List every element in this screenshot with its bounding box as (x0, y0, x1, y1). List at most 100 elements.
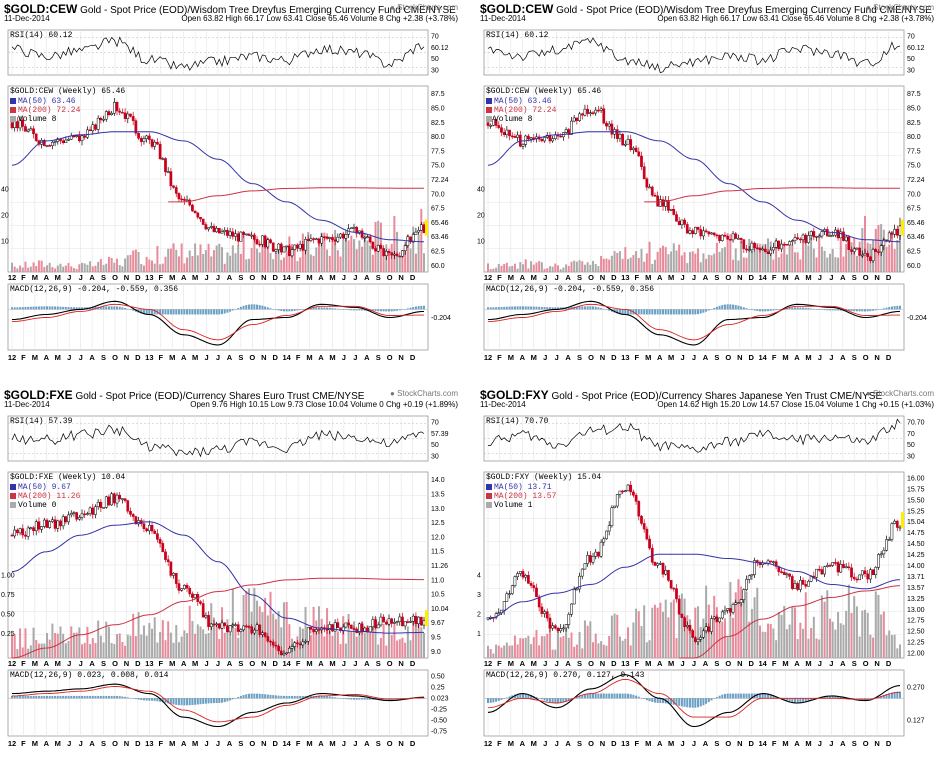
price-tick-label: 72.24 (431, 177, 449, 184)
candle-body (761, 248, 765, 251)
price-tick-label: 15.75 (907, 486, 925, 493)
candle-body (150, 525, 154, 532)
candle-body (551, 138, 554, 142)
candle-body (53, 519, 57, 529)
x-tick-label: J (680, 273, 684, 282)
candle-body (513, 135, 517, 138)
macd-legend: MACD(12,26,9) 0.270, 0.127, 0.143 (486, 671, 645, 680)
macd-histogram-bar (783, 698, 786, 701)
volume-bar (608, 259, 611, 272)
x-tick-label: D (749, 659, 755, 668)
macd-histogram-bar (229, 309, 232, 312)
x-tick-label: M (782, 659, 788, 668)
macd-histogram-bar (159, 309, 162, 315)
price-tick-label: 13.71 (907, 574, 925, 581)
candle-body (88, 129, 92, 132)
macd-histogram-bar (831, 695, 834, 699)
volume-bar (629, 645, 632, 658)
volume-bar (256, 248, 259, 272)
x-tick-label: J (829, 659, 833, 668)
candle-body (96, 501, 100, 507)
macd-histogram-bar (594, 306, 597, 310)
candle-body (553, 134, 557, 139)
candle-body (115, 494, 119, 504)
macd-histogram-bar (672, 309, 675, 315)
candle-body (376, 245, 380, 252)
price-tick-label: 85.0 (431, 105, 445, 112)
macd-histogram-bar (196, 309, 199, 315)
x-tick-label: A (44, 739, 50, 748)
candle-body (580, 113, 584, 116)
volume-bar (83, 263, 86, 272)
candle-body (26, 527, 30, 537)
x-tick-label: J (67, 659, 71, 668)
volume-bar (783, 245, 786, 272)
volume-bar (264, 597, 267, 658)
volume-bar (331, 635, 334, 658)
price-tick-label: 12.5 (431, 520, 445, 527)
volume-bar (640, 626, 643, 658)
x-tick-label: S (101, 739, 106, 748)
candle-body (16, 529, 19, 534)
macd-histogram-bar (379, 309, 382, 312)
x-tick-label: J (353, 659, 357, 668)
macd-histogram-bar (215, 309, 218, 315)
macd-histogram-bar (218, 309, 221, 315)
volume-bar (161, 263, 164, 272)
volume-bar (802, 628, 805, 658)
volume-legend: Volume 0 (10, 501, 56, 510)
x-tick-label: A (89, 739, 95, 748)
candle-body (204, 224, 208, 230)
volume-bar (489, 269, 492, 272)
candle-body (24, 534, 27, 537)
candle-body (879, 553, 883, 556)
volume-bar (656, 607, 659, 658)
volume-bar (237, 245, 240, 272)
macd-histogram-bar (605, 693, 608, 699)
price-legend: $GOLD:CEW (Weekly) 65.46 (486, 87, 602, 96)
volume-bar (554, 263, 557, 272)
candle-body (699, 637, 703, 640)
volume-bar (215, 624, 218, 658)
macd-histogram-bar (339, 698, 342, 699)
volume-bar (307, 232, 310, 272)
candle-body (180, 198, 183, 201)
candle-body (680, 219, 684, 226)
volume-bar (352, 621, 355, 658)
candle-body (86, 513, 89, 515)
volume-bar (32, 627, 35, 658)
volume-legend-swatch (486, 501, 492, 508)
volume-bar (592, 642, 595, 658)
candle-body (288, 245, 291, 257)
ma50-legend-swatch (10, 483, 16, 490)
x-tick-label: D (611, 739, 617, 748)
x-tick-label: N (124, 739, 129, 748)
macd-histogram-bar (89, 695, 92, 699)
candle-body (18, 528, 22, 534)
macd-histogram-bar (863, 698, 866, 700)
rsi-line (11, 424, 425, 458)
macd-histogram-bar (796, 698, 799, 703)
volume-bar (508, 645, 511, 658)
volume-tick-label: 3 (477, 592, 481, 599)
volume-bar (70, 626, 73, 658)
macd-histogram-bar (242, 695, 245, 699)
volume-bar (304, 241, 307, 272)
volume-bar (274, 252, 277, 272)
volume-bar (777, 257, 780, 272)
x-tick-label: O (588, 659, 594, 668)
candle-body (220, 231, 224, 234)
candle-body (107, 496, 111, 506)
candle-body (788, 573, 791, 577)
x-tick-label: A (364, 353, 370, 362)
volume-bar (648, 640, 651, 658)
candle-body (562, 627, 565, 630)
macd-histogram-bar (748, 309, 751, 310)
x-tick-label: M (306, 739, 312, 748)
macd-histogram-bar (592, 693, 595, 699)
candle-body (293, 642, 297, 647)
candle-body (282, 246, 286, 253)
volume-bar (29, 645, 32, 658)
macd-histogram-bar (866, 698, 869, 700)
candle-body (226, 625, 229, 633)
